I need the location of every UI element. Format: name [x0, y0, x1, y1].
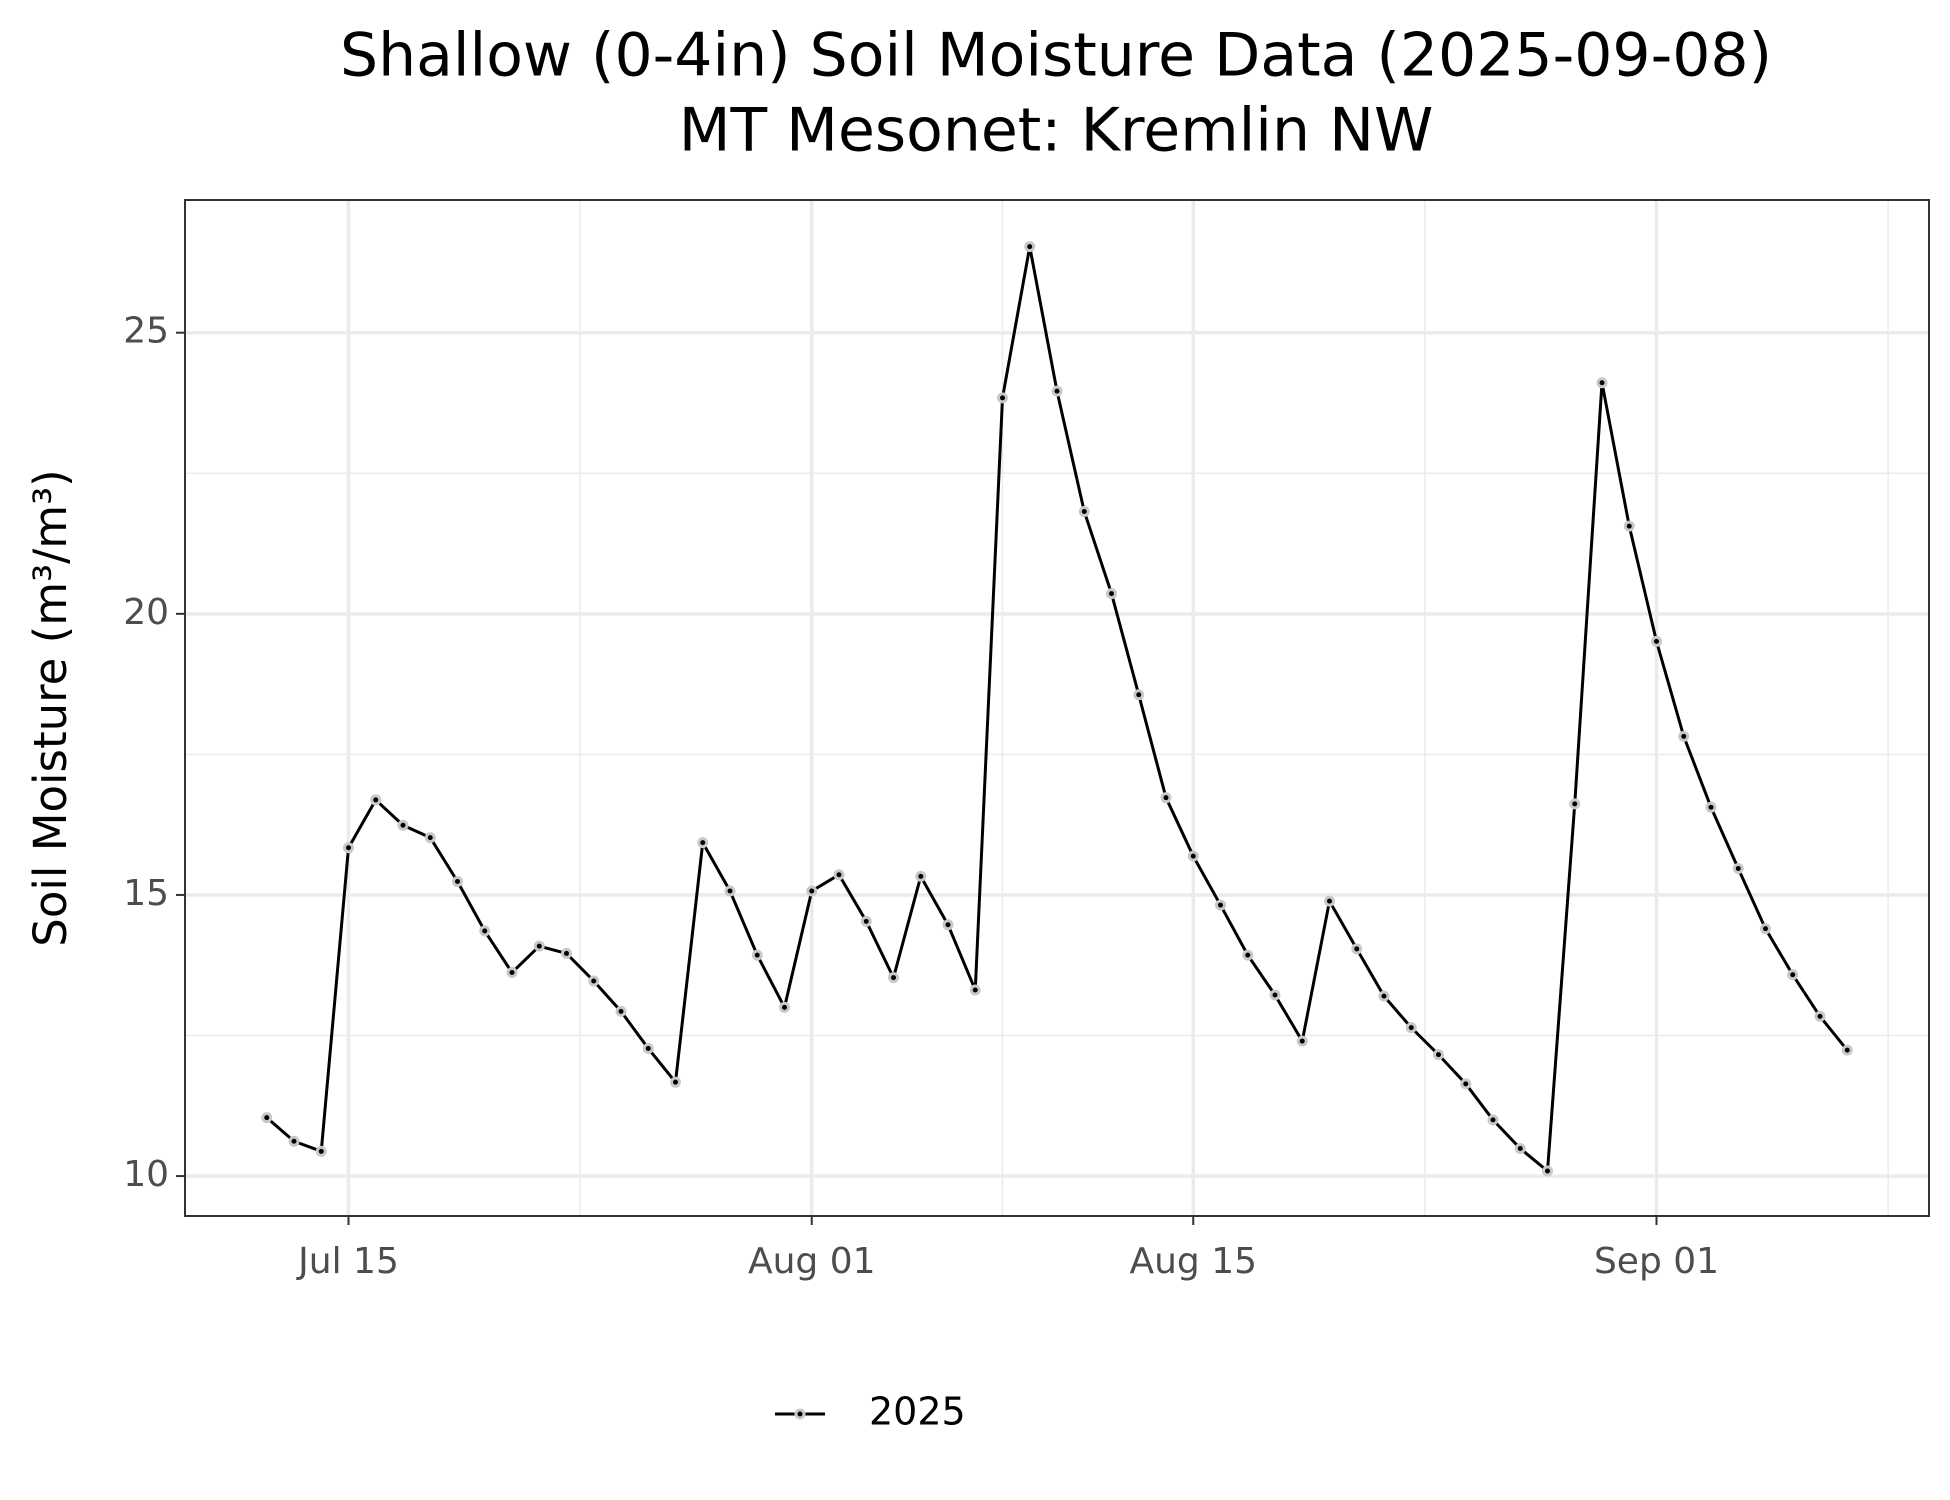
data-point — [1841, 1044, 1853, 1056]
data-point — [1678, 730, 1690, 742]
x-tick-label: Sep 01 — [1594, 1241, 1719, 1282]
data-point — [888, 972, 899, 984]
data-point — [724, 885, 736, 897]
data-point — [397, 819, 409, 831]
data-point — [1460, 1078, 1472, 1090]
data-point — [1569, 798, 1581, 810]
data-point — [1242, 949, 1254, 961]
data-point — [561, 947, 572, 959]
data-point — [642, 1042, 654, 1054]
plot-border — [184, 199, 1930, 1217]
data-point — [1596, 377, 1608, 389]
data-point — [1760, 923, 1771, 935]
data-point — [343, 842, 354, 854]
data-point — [1351, 943, 1363, 955]
y-tick-label: 20 — [123, 592, 169, 633]
x-tick-label: Jul 15 — [296, 1241, 399, 1282]
y-tick-label: 15 — [123, 873, 169, 914]
x-tick-label: Aug 01 — [748, 1241, 876, 1282]
data-point — [1160, 792, 1172, 804]
data-point — [1514, 1143, 1526, 1155]
data-point — [533, 940, 545, 952]
plot-background — [185, 200, 1929, 1216]
data-point — [969, 984, 981, 996]
data-point — [1378, 990, 1390, 1002]
legend-marker — [794, 1408, 806, 1420]
data-point — [452, 875, 463, 887]
data-point — [588, 975, 600, 987]
data-point — [1814, 1010, 1826, 1022]
data-point — [1051, 385, 1063, 397]
data-point — [424, 832, 436, 844]
data-point — [806, 885, 818, 897]
data-point — [315, 1145, 327, 1157]
data-point — [1623, 520, 1635, 532]
legend-label: 2025 — [869, 1390, 966, 1434]
data-point — [1106, 588, 1117, 600]
data-point — [1433, 1049, 1444, 1061]
data-point — [506, 967, 518, 979]
data-point — [615, 1005, 627, 1017]
data-point — [1078, 505, 1090, 517]
data-point — [261, 1112, 273, 1124]
y-tick-label: 25 — [123, 311, 169, 352]
data-point — [1787, 969, 1799, 981]
data-point — [1487, 1114, 1499, 1126]
data-point — [751, 949, 763, 961]
data-point — [1215, 899, 1226, 911]
y-axis-label: Soil Moisture (m³/m³) — [24, 469, 77, 946]
data-point — [833, 869, 845, 881]
data-point — [997, 392, 1008, 404]
data-point — [1133, 689, 1145, 701]
data-point — [1269, 989, 1281, 1001]
data-point — [1542, 1165, 1553, 1177]
data-point — [1187, 850, 1199, 862]
data-point — [1024, 241, 1036, 253]
chart-subtitle: MT Mesonet: Kremlin NW — [679, 96, 1434, 166]
x-tick-label: Aug 15 — [1129, 1241, 1257, 1282]
data-point — [1732, 863, 1744, 875]
chart-title: Shallow (0-4in) Soil Moisture Data (2025… — [340, 21, 1772, 91]
data-point — [1405, 1022, 1417, 1034]
y-tick-label: 10 — [123, 1154, 169, 1195]
data-point — [779, 1001, 790, 1013]
data-point — [1705, 801, 1717, 813]
data-point — [670, 1076, 681, 1088]
data-point — [1324, 895, 1335, 907]
data-point — [1296, 1035, 1308, 1047]
data-point — [288, 1135, 300, 1147]
data-point — [1651, 635, 1662, 647]
data-point — [479, 925, 491, 937]
data-point — [370, 794, 382, 806]
data-point — [697, 837, 709, 849]
data-point — [860, 915, 872, 927]
data-point — [942, 919, 954, 931]
data-point — [915, 870, 927, 882]
